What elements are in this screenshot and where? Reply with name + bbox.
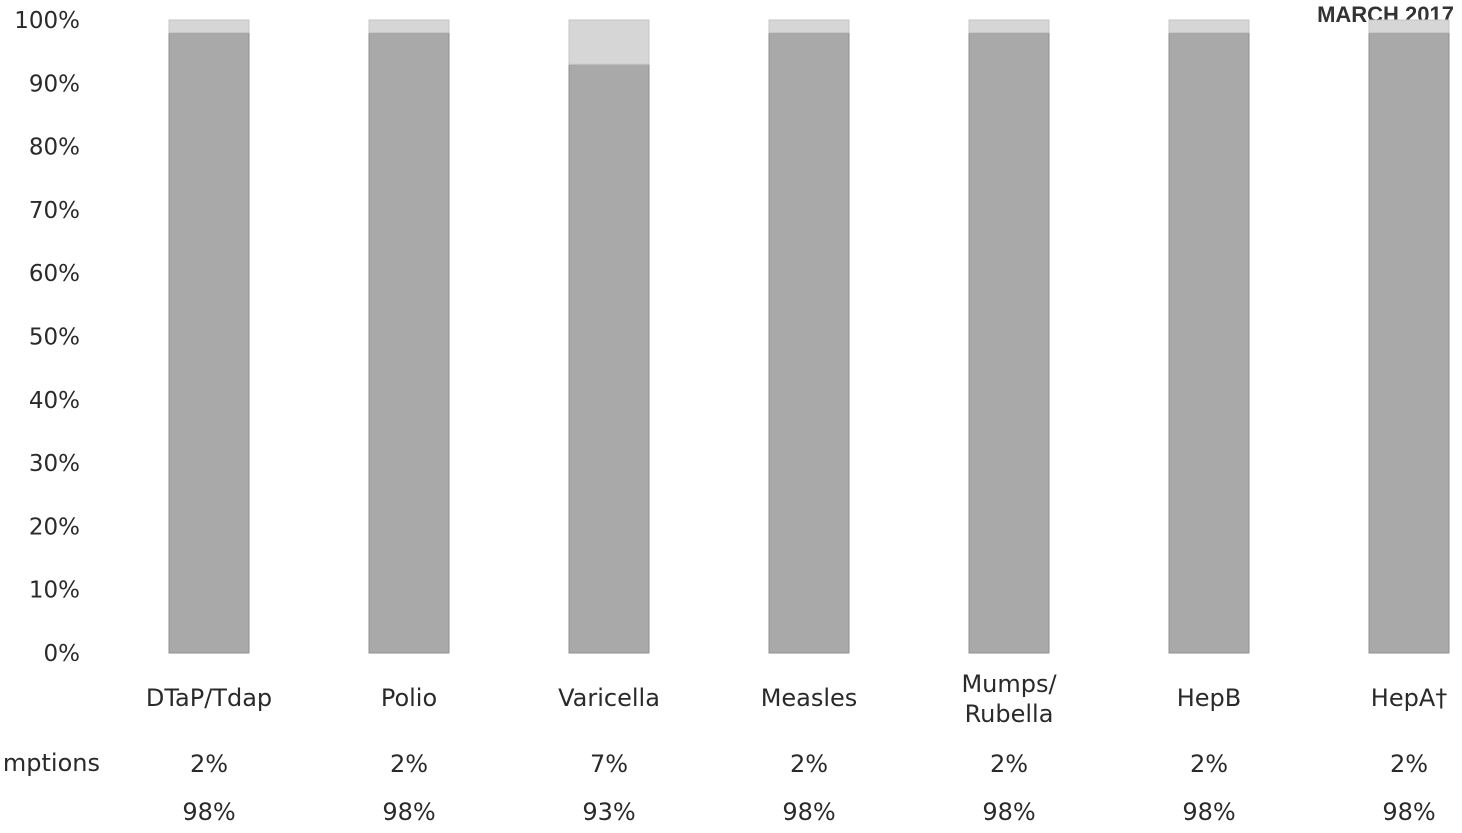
category-labels: DTaP/Tdap Polio Varicella Measles Mumps/Rube…	[146, 670, 1447, 728]
table-value-bottom: 93%	[582, 798, 635, 826]
bars	[168, 19, 1450, 654]
table-value-bottom: 98%	[1182, 798, 1235, 826]
table-value-bottom: 98%	[1382, 798, 1435, 826]
y-axis: 0% 10% 20% 30% 40% 50% 60% 70% 80% 90% 100%	[14, 8, 80, 667]
bar-segment-top	[1368, 19, 1450, 34]
table-value-bottom: 98%	[382, 798, 435, 826]
bar-segment-main	[1168, 32, 1250, 654]
category-label: HepA†	[1371, 684, 1447, 712]
bar-segment-top	[768, 19, 850, 34]
y-tick-label: 30%	[29, 451, 80, 477]
y-tick-label: 10%	[29, 578, 80, 604]
table-value-top: 2%	[990, 750, 1028, 778]
table-value-bottom: 98%	[182, 798, 235, 826]
bar-segment-top	[168, 19, 250, 34]
category-label: HepB	[1177, 684, 1242, 712]
table-row-label: mptions	[3, 749, 100, 777]
y-tick-label: 0%	[44, 641, 81, 667]
bar-segment-top	[568, 19, 650, 65]
category-label: DTaP/Tdap	[146, 684, 272, 712]
bar-segment-main	[568, 63, 650, 654]
y-tick-label: 90%	[29, 71, 80, 97]
bar-segment-main	[968, 32, 1050, 654]
category-label: Polio	[381, 684, 437, 712]
bar-segment-top	[968, 19, 1050, 34]
y-tick-label: 80%	[29, 135, 80, 161]
bar-segment-top	[368, 19, 450, 34]
data-table: 2% 98% 2% 98% 7% 93% 2% 98% 2% 98% 2% 98% 2% 98% mptio…	[3, 749, 1436, 826]
category-label: Measles	[761, 684, 858, 712]
y-tick-label: 40%	[29, 388, 80, 414]
bar-segment-main	[1368, 32, 1450, 654]
table-value-top: 2%	[190, 750, 228, 778]
table-value-bottom: 98%	[982, 798, 1035, 826]
category-label: Varicella	[558, 684, 660, 712]
table-value-top: 7%	[590, 750, 628, 778]
table-value-top: 2%	[1390, 750, 1428, 778]
y-tick-label: 100%	[14, 8, 80, 34]
table-value-top: 2%	[390, 750, 428, 778]
bar-segment-main	[768, 32, 850, 654]
bar-segment-top	[1168, 19, 1250, 34]
table-value-top: 2%	[790, 750, 828, 778]
bar-segment-main	[168, 32, 250, 654]
category-label: Mumps/Rubella	[961, 670, 1057, 728]
y-tick-label: 20%	[29, 514, 80, 540]
table-value-bottom: 98%	[782, 798, 835, 826]
y-tick-label: 70%	[29, 198, 80, 224]
table-value-top: 2%	[1190, 750, 1228, 778]
bar-segment-main	[368, 32, 450, 654]
y-tick-label: 50%	[29, 325, 80, 351]
y-tick-label: 60%	[29, 261, 80, 287]
